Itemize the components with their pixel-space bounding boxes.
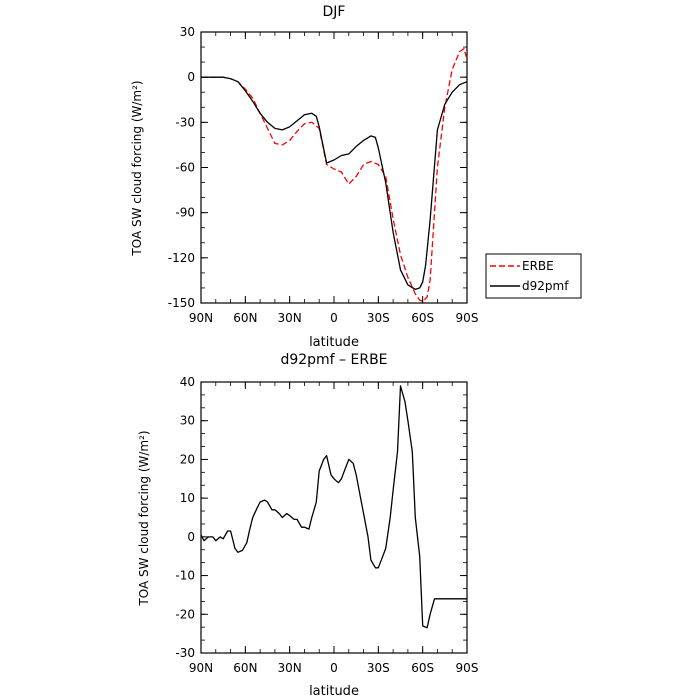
legend-box: [485, 253, 582, 299]
top-chart-y-tick-label: 30: [180, 25, 195, 39]
bottom-chart-x-tick-label: 60S: [411, 661, 434, 675]
bottom-chart-x-tick-label: 0: [330, 661, 338, 675]
top-chart-y-tick-label: -120: [168, 251, 195, 265]
top-chart-legend: ERBE d92pmf: [485, 253, 582, 299]
top-chart-plot-frame: [200, 31, 468, 304]
bottom-chart-y-tick-label: 20: [180, 452, 195, 466]
bottom-chart: d92pmf – ERBE -30 -20 -10 0 10 20 30 40 90N 60N 3…: [137, 352, 478, 699]
top-chart-series-line-d92pmf: [201, 76, 468, 291]
bottom-chart-x-label: latitude: [309, 684, 359, 699]
top-chart-x-axis: 90N 60N 30N 0 30S 60S 90S: [189, 32, 479, 325]
bottom-chart-x-tick-label: 30S: [367, 661, 390, 675]
bottom-chart-y-tick-label: 0: [187, 530, 195, 544]
top-chart-series-line-erbe: [201, 47, 468, 303]
bottom-chart-plot-frame: [200, 381, 468, 654]
top-chart-title: DJF: [323, 4, 346, 20]
bottom-chart-x-tick-label: 90S: [456, 661, 479, 675]
top-chart-x-tick-label: 90N: [189, 311, 213, 325]
top-chart-x-tick-label: 30S: [367, 311, 390, 325]
top-chart-y-tick-label: -150: [168, 296, 195, 310]
top-chart-y-tick-label: -30: [175, 115, 195, 129]
bottom-chart-y-tick-label: 40: [180, 375, 195, 389]
bottom-chart-y-tick-label: 10: [180, 491, 195, 505]
top-chart-y-label: TOA SW cloud forcing (W/m²): [130, 80, 144, 256]
bottom-chart-y-tick-label: -30: [175, 646, 195, 660]
top-chart-series: [201, 47, 468, 303]
bottom-chart-title: d92pmf – ERBE: [280, 352, 387, 368]
bottom-chart-x-axis: 90N 60N 30N 0 30S 60S 90S: [189, 382, 479, 675]
bottom-chart-x-tick-label: 30N: [278, 661, 302, 675]
top-chart-x-label: latitude: [309, 335, 359, 350]
top-chart-y-axis: -150 -120 -90 -60 -30 0 30: [168, 25, 467, 310]
top-chart-x-tick-label: 60N: [233, 311, 257, 325]
top-chart-x-tick-label: 90S: [456, 311, 479, 325]
top-chart-x-tick-label: 60S: [411, 311, 434, 325]
top-chart-y-tick-label: -90: [175, 206, 195, 220]
bottom-chart-x-tick-label: 90N: [189, 661, 213, 675]
legend-label-erbe: ERBE: [522, 259, 554, 273]
top-chart-y-tick-label: -60: [175, 161, 195, 175]
bottom-chart-y-tick-label: -10: [175, 569, 195, 583]
bottom-chart-y-axis: -30 -20 -10 0 10 20 30 40: [175, 375, 467, 660]
bottom-chart-y-label: TOA SW cloud forcing (W/m²): [137, 430, 151, 606]
bottom-chart-y-tick-label: -20: [175, 607, 195, 621]
top-chart-y-tick-label: 0: [187, 70, 195, 84]
legend-label-d92pmf: d92pmf: [522, 279, 569, 293]
top-chart-x-tick-label: 0: [330, 311, 338, 325]
bottom-chart-x-tick-label: 60N: [233, 661, 257, 675]
bottom-chart-series-line-0: [200, 385, 467, 629]
bottom-chart-series: [200, 385, 467, 629]
top-chart: DJF -150 -120 -90 -60 -30 0 30 90N 60N 30N 0 30S 60…: [130, 4, 582, 350]
bottom-chart-y-tick-label: 30: [180, 414, 195, 428]
top-chart-x-tick-label: 30N: [278, 311, 302, 325]
